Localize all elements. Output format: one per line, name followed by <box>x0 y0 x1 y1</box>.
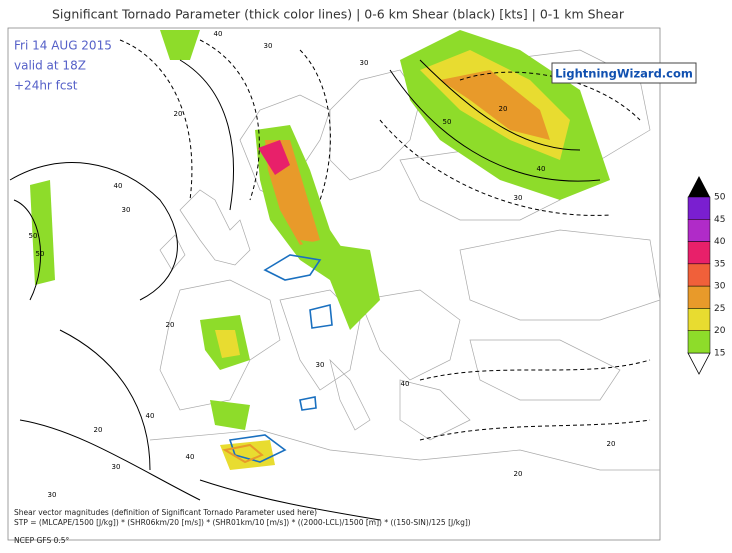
contour-label: 30 <box>112 463 121 471</box>
colorbar-tick-label: 45 <box>714 215 725 225</box>
title: Significant Tornado Parameter (thick col… <box>52 7 625 22</box>
contour-label: 30 <box>48 491 57 499</box>
contour-label: 20 <box>174 110 183 118</box>
contour-label: 40 <box>401 380 410 388</box>
colorbar-swatch <box>687 196 711 220</box>
contour-label: 30 <box>264 42 273 50</box>
shear-0-1km <box>228 254 333 463</box>
forecast-hour: +24hr fcst <box>14 79 78 93</box>
stp-contour <box>222 443 264 464</box>
contour-label: 30 <box>316 361 325 369</box>
colorbar-tick-label: 25 <box>714 304 725 314</box>
colorbar-tick-label: 35 <box>714 259 725 269</box>
contour-label: 20 <box>499 105 508 113</box>
contour-label: 30 <box>514 194 523 202</box>
colorbar-swatch <box>687 308 711 331</box>
footer-line: STP = (MLCAPE/1500 [J/kg]) * (SHR06km/20… <box>14 518 471 527</box>
contour-label: 40 <box>114 182 123 190</box>
info-box: Fri 14 AUG 2015 valid at 18Z +24hr fcst <box>14 39 112 93</box>
logo: LightningWizard.com <box>551 62 697 84</box>
model-label: NCEP GFS 0.5° <box>14 536 70 545</box>
contour-label: 20 <box>514 470 523 478</box>
contour-label: 20 <box>166 321 175 329</box>
contour-label: 20 <box>607 440 616 448</box>
colorbar-tick-label: 50 <box>714 193 726 203</box>
contour-label: 40 <box>214 30 223 38</box>
contour-label: 40 <box>186 453 195 461</box>
colorbar-swatch <box>687 285 711 309</box>
colorbar: 50 45 40 35 30 25 20 15 <box>687 176 726 375</box>
colorbar-tick-label: 30 <box>714 282 726 292</box>
contour-label: 50 <box>443 118 452 126</box>
footer-line: Shear vector magnitudes (definition of S… <box>14 508 317 517</box>
contour-label: 40 <box>537 165 546 173</box>
colorbar-tick-label: 20 <box>714 326 726 336</box>
logo-box <box>551 62 697 84</box>
logo-text: LightningWizard.com <box>555 67 693 81</box>
colorbar-tick-label: 40 <box>714 237 726 247</box>
date: Fri 14 AUG 2015 <box>14 39 112 53</box>
colorbar-swatch <box>687 263 711 287</box>
contour-label: 50 <box>36 250 45 258</box>
contour-label: 40 <box>146 412 155 420</box>
colorbar-top-arrow <box>688 176 710 197</box>
map: 40 30 20 50 50 40 30 50 40 30 20 20 40 30 30 40 20 20 30 40… <box>7 27 661 541</box>
contour-labels: 40 30 20 50 50 40 30 50 40 30 20 20 40 30 30 40 20 20 30 40… <box>29 30 616 499</box>
shear-0-6km <box>9 39 651 521</box>
colorbar-swatch <box>687 330 711 354</box>
contour-label: 20 <box>94 426 103 434</box>
colorbar-swatch <box>687 241 711 265</box>
stp-shading <box>30 30 610 470</box>
footer: Shear vector magnitudes (definition of S… <box>14 508 471 545</box>
valid-time: valid at 18Z <box>14 59 86 73</box>
contour-label: 30 <box>122 206 131 214</box>
colorbar-swatch <box>687 219 711 242</box>
contour-label: 30 <box>360 59 369 67</box>
colorbar-tick-label: 15 <box>714 349 725 359</box>
contour-label: 50 <box>29 232 38 240</box>
